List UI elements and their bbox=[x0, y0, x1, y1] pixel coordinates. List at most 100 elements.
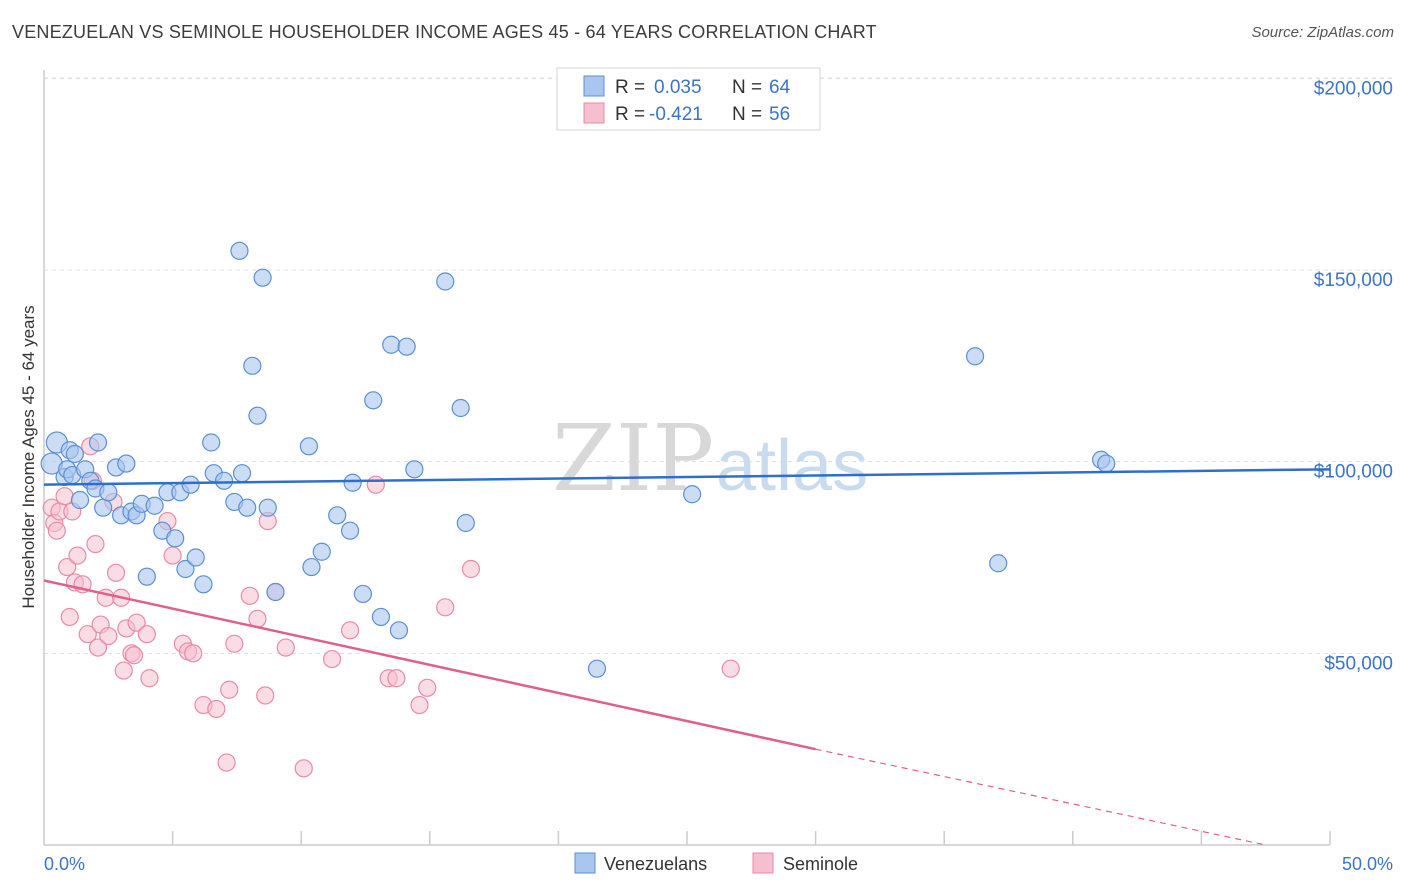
venezuelans-point bbox=[243, 356, 262, 375]
seminole-point bbox=[68, 546, 87, 565]
venezuelans-point bbox=[232, 464, 252, 483]
seminole-point bbox=[276, 638, 295, 657]
seminole-point bbox=[140, 669, 159, 688]
seminole-point bbox=[99, 626, 118, 646]
venezuelans-point bbox=[137, 567, 156, 586]
seminole-point bbox=[163, 546, 182, 565]
venezuelans-point bbox=[382, 335, 401, 354]
venezuelans-point bbox=[266, 582, 285, 602]
watermark-atlas: atlas bbox=[716, 426, 868, 506]
venezuelans-point bbox=[253, 268, 272, 287]
venezuelans-point bbox=[397, 337, 416, 356]
seminole-point bbox=[418, 678, 437, 697]
venezuelans-point bbox=[328, 506, 347, 525]
y-axis-tick-labels: $50,000 $100,000 $150,000 $200,000 bbox=[1314, 78, 1393, 674]
seminole-point bbox=[124, 646, 144, 665]
venezuelans-point bbox=[436, 272, 455, 291]
legend-swatch-venezuelans bbox=[583, 75, 605, 97]
venezuelans-point bbox=[65, 444, 84, 464]
seminole-point bbox=[256, 686, 275, 705]
seminole-point bbox=[240, 586, 259, 605]
legend-swatch-seminole bbox=[583, 102, 605, 124]
venezuelans-point bbox=[214, 471, 234, 490]
seminole-point bbox=[114, 661, 133, 680]
seminole-point bbox=[60, 607, 79, 627]
trend-lines bbox=[43, 468, 1331, 846]
seminole-point bbox=[340, 621, 360, 640]
venezuelans-point bbox=[299, 437, 319, 456]
seminole-point bbox=[294, 759, 313, 778]
y-axis-label: Householder Income Ages 45 - 64 years bbox=[19, 305, 38, 608]
y-tick-label: $50,000 bbox=[1324, 653, 1393, 674]
seminole-point bbox=[217, 753, 236, 772]
seminole-point bbox=[387, 669, 406, 688]
legend-n-label-venezuelans: N = bbox=[732, 77, 762, 98]
correlation-legend: R = 0.035 N = 64 R = -0.421 N = 56 bbox=[556, 67, 821, 131]
seminole-point bbox=[207, 699, 226, 719]
seminole-point bbox=[225, 634, 244, 653]
seminole-point bbox=[55, 487, 74, 506]
seminole-point bbox=[127, 613, 146, 632]
bottom-legend-label-seminole: Seminole bbox=[783, 854, 858, 874]
venezuelans-point bbox=[343, 473, 362, 492]
seminole-point bbox=[721, 659, 740, 678]
venezuelans-point bbox=[353, 584, 373, 604]
series-legend: Venezuelans Seminole bbox=[574, 852, 858, 874]
legend-n-label-seminole: N = bbox=[732, 104, 762, 125]
venezuelans-trend-line bbox=[43, 468, 1331, 486]
x-axis-ticks bbox=[171, 831, 1331, 845]
venezuelans-point bbox=[88, 433, 108, 452]
bottom-legend-swatch-venezuelans bbox=[574, 852, 596, 874]
seminole-point bbox=[184, 644, 203, 663]
venezuelans-point bbox=[248, 406, 267, 425]
bottom-legend-swatch-seminole bbox=[752, 852, 774, 874]
venezuelans-point bbox=[451, 398, 470, 418]
seminole-point bbox=[86, 534, 105, 554]
venezuelans-points bbox=[40, 241, 1116, 678]
x-tick-label-min: 0.0% bbox=[44, 854, 85, 874]
venezuelans-point bbox=[94, 498, 113, 517]
legend-n-value-seminole: 56 bbox=[769, 104, 790, 125]
venezuelans-point bbox=[166, 529, 185, 548]
venezuelans-point bbox=[683, 485, 702, 504]
venezuelans-point bbox=[965, 347, 985, 366]
y-tick-label: $200,000 bbox=[1314, 78, 1393, 99]
seminole-point bbox=[436, 598, 455, 617]
legend-n-value-venezuelans: 64 bbox=[769, 77, 791, 98]
venezuelans-point bbox=[145, 496, 164, 515]
venezuelans-point bbox=[176, 559, 195, 579]
y-tick-label: $100,000 bbox=[1314, 462, 1393, 483]
venezuelans-point bbox=[70, 490, 90, 510]
seminole-point bbox=[220, 680, 239, 699]
venezuelans-point bbox=[456, 513, 475, 533]
venezuelans-point bbox=[302, 557, 321, 577]
bottom-legend-label-venezuelans: Venezuelans bbox=[604, 854, 707, 874]
venezuelans-point bbox=[312, 542, 331, 561]
seminole-point bbox=[78, 625, 97, 644]
legend-r-label-venezuelans: R = bbox=[615, 77, 645, 98]
venezuelans-point bbox=[389, 621, 409, 640]
venezuelans-point bbox=[1097, 454, 1116, 473]
x-tick-label-max: 50.0% bbox=[1342, 854, 1393, 874]
source-label: Source: ZipAtlas.com bbox=[1251, 24, 1394, 41]
venezuelans-point bbox=[364, 391, 383, 410]
venezuelans-point bbox=[587, 659, 607, 678]
venezuelans-point bbox=[238, 498, 257, 517]
venezuelans-point bbox=[181, 475, 200, 494]
venezuelans-point bbox=[117, 454, 136, 473]
venezuelans-point bbox=[194, 575, 213, 594]
legend-r-value-venezuelans: 0.035 bbox=[654, 77, 702, 98]
seminole-point bbox=[461, 559, 481, 579]
seminole-trend-extension bbox=[815, 748, 1266, 846]
venezuelans-point bbox=[258, 498, 277, 517]
seminole-point bbox=[410, 695, 429, 715]
venezuelans-point bbox=[340, 521, 360, 540]
venezuelans-point bbox=[230, 241, 249, 260]
seminole-trend-line bbox=[43, 579, 816, 751]
y-tick-label: $150,000 bbox=[1314, 270, 1393, 291]
venezuelans-point bbox=[405, 460, 424, 479]
venezuelans-point bbox=[202, 433, 221, 452]
venezuelans-point bbox=[99, 483, 118, 502]
legend-r-label-seminole: R = bbox=[615, 104, 645, 125]
venezuelans-point bbox=[989, 554, 1008, 573]
